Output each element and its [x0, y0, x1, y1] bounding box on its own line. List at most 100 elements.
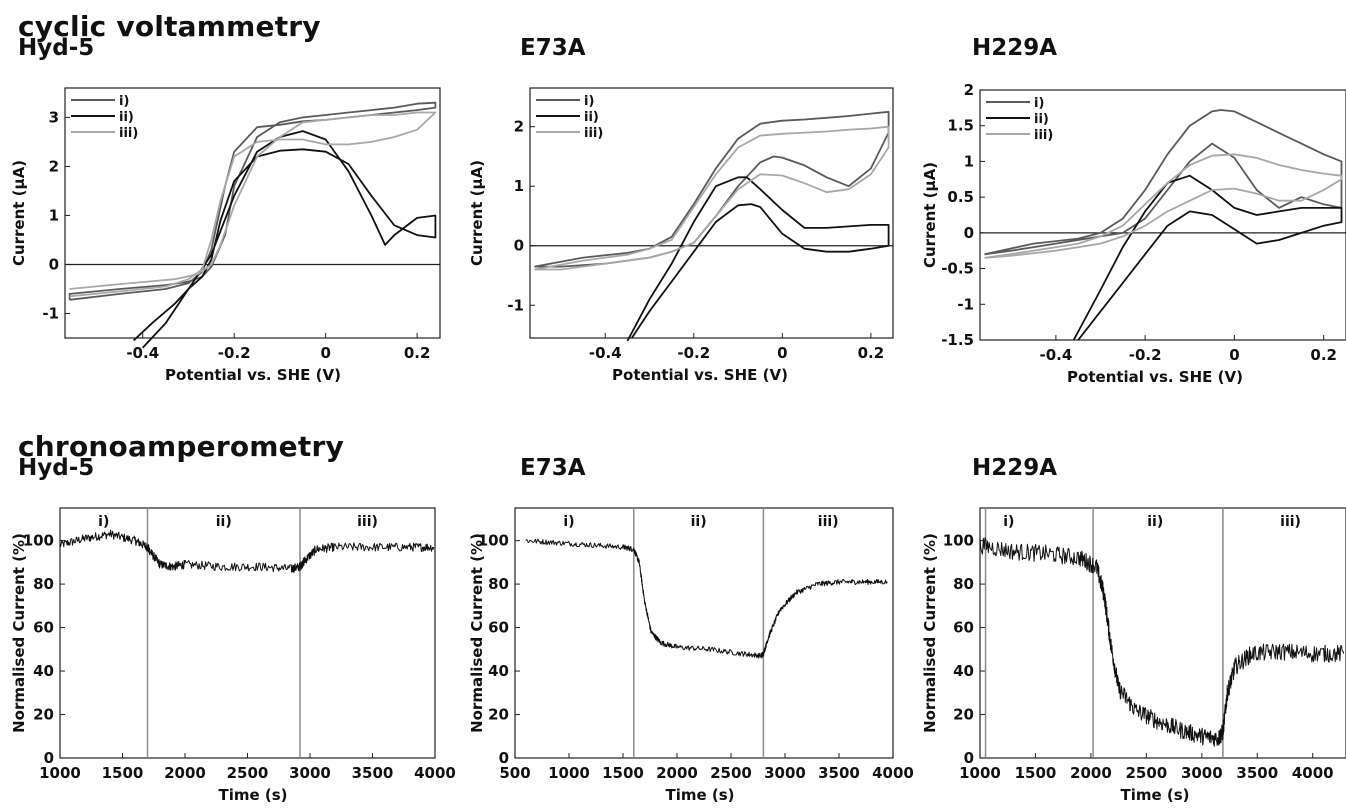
- x-tick-label: 0.2: [404, 344, 431, 362]
- y-tick-label: 0: [49, 255, 59, 273]
- x-tick-label: 2500: [1125, 764, 1167, 782]
- legend-label: iii): [119, 126, 138, 141]
- legend-label: ii): [584, 110, 599, 125]
- y-tick-label: -1.5: [941, 331, 974, 349]
- legend-label: iii): [1034, 128, 1053, 143]
- y-tick-label: 100: [943, 532, 974, 550]
- x-tick-label: 1500: [602, 764, 644, 782]
- x-tick-label: 4000: [872, 764, 914, 782]
- y-tick-label: -0.5: [941, 260, 974, 278]
- plot-frame: [514, 507, 894, 759]
- x-tick-label: 2000: [164, 764, 206, 782]
- plot-frame: [979, 89, 1346, 341]
- y-axis-label: Current (µA): [468, 160, 486, 266]
- y-tick-label: 20: [33, 706, 54, 724]
- series-line-1: [984, 109, 1343, 256]
- x-tick-label: 3500: [352, 764, 394, 782]
- region-label: ii): [1147, 514, 1163, 530]
- legend-label: ii): [119, 110, 134, 125]
- y-tick-label: 2: [514, 118, 524, 136]
- x-tick-label: 0: [1229, 346, 1239, 364]
- y-tick-label: 0: [514, 237, 524, 255]
- y-tick-label: -1: [507, 296, 524, 314]
- x-tick-label: 0.2: [858, 344, 885, 362]
- series-line-2: [626, 176, 890, 342]
- x-tick-label: 1000: [548, 764, 590, 782]
- chart-title: E73A: [520, 35, 586, 61]
- x-axis-label: Time (s): [665, 786, 734, 804]
- y-tick-label: 20: [953, 706, 974, 724]
- x-tick-label: 0: [320, 344, 330, 362]
- region-label: iii): [1280, 514, 1301, 530]
- legend-label: i): [584, 94, 594, 109]
- plot-frame: [64, 87, 441, 339]
- x-tick-label: 4000: [414, 764, 456, 782]
- y-tick-label: 40: [488, 662, 509, 680]
- y-tick-label: 60: [488, 619, 509, 637]
- y-tick-label: 80: [33, 575, 54, 593]
- x-tick-label: 3500: [818, 764, 860, 782]
- y-tick-label: 3: [49, 108, 59, 126]
- x-axis-label: Time (s): [1120, 786, 1189, 804]
- legend-label: iii): [584, 126, 603, 141]
- y-tick-label: 0: [44, 749, 54, 767]
- x-tick-label: 2000: [1070, 764, 1112, 782]
- legend-label: ii): [1034, 112, 1049, 127]
- chart-title: Hyd-5: [18, 35, 94, 61]
- x-tick-label: 1000: [959, 764, 1001, 782]
- region-label: iii): [357, 514, 378, 530]
- y-axis-label: Normalised Current (%): [10, 533, 28, 733]
- x-tick-label: 3000: [1181, 764, 1223, 782]
- x-tick-label: 1000: [39, 764, 81, 782]
- y-tick-label: 1: [964, 152, 974, 170]
- y-tick-label: 40: [953, 662, 974, 680]
- y-tick-label: 1: [49, 206, 59, 224]
- series-line-1: [979, 537, 1345, 747]
- x-tick-label: -0.4: [589, 344, 622, 362]
- x-tick-label: 2000: [656, 764, 698, 782]
- region-label: iii): [818, 514, 839, 530]
- x-tick-label: 3500: [1236, 764, 1278, 782]
- y-tick-label: -1: [42, 304, 59, 322]
- y-tick-label: 2: [49, 157, 59, 175]
- y-tick-label: 2: [964, 81, 974, 99]
- x-axis-label: Potential vs. SHE (V): [612, 366, 788, 384]
- x-tick-label: 0: [777, 344, 787, 362]
- region-label: i): [563, 514, 574, 530]
- x-tick-label: 3000: [764, 764, 806, 782]
- x-tick-label: 4000: [1292, 764, 1334, 782]
- cv-section-title: cyclic voltammetry: [18, 10, 321, 43]
- chart-1: Hyd-5 -0.4 -0.2 0 0.2 -1 0 1 2 3 Potential vs. SHE…: [10, 35, 441, 384]
- x-tick-label: 500: [499, 764, 530, 782]
- x-tick-label: -0.2: [677, 344, 710, 362]
- x-tick-label: -0.2: [1129, 346, 1162, 364]
- series-line-2: [1072, 174, 1343, 341]
- x-tick-label: 1500: [1015, 764, 1057, 782]
- legend-label: i): [1034, 96, 1044, 111]
- chart-title: H229A: [972, 35, 1057, 61]
- x-tick-label: 0.2: [1310, 346, 1337, 364]
- region-label: ii): [216, 514, 232, 530]
- chart-2: E73A -0.4 -0.2 0 0.2 -1 0 1 2 Potential vs. SHE (…: [468, 35, 894, 384]
- plot-frame: [529, 87, 894, 339]
- x-tick-label: 2500: [227, 764, 269, 782]
- legend-label: i): [119, 94, 129, 109]
- y-tick-label: 1.5: [947, 117, 974, 135]
- chart-title: H229A: [972, 455, 1057, 481]
- x-axis-label: Potential vs. SHE (V): [165, 366, 341, 384]
- y-tick-label: 100: [23, 532, 54, 550]
- x-axis-label: Potential vs. SHE (V): [1067, 368, 1243, 386]
- y-axis-label: Normalised Current (%): [468, 533, 486, 733]
- x-tick-label: 3000: [289, 764, 331, 782]
- ca-section-title: chronoamperometry: [18, 430, 344, 463]
- y-tick-label: 60: [953, 619, 974, 637]
- chart-3: H229A -0.4 -0.2 0 0.2 -1.5 -1 -0.5 0 0.5 1 1.5 2 Pote…: [921, 35, 1346, 386]
- x-tick-label: -0.4: [1039, 346, 1072, 364]
- series-line-3: [69, 111, 437, 298]
- series-line-1: [68, 101, 437, 301]
- y-tick-label: 0: [964, 749, 974, 767]
- region-label: i): [98, 514, 109, 530]
